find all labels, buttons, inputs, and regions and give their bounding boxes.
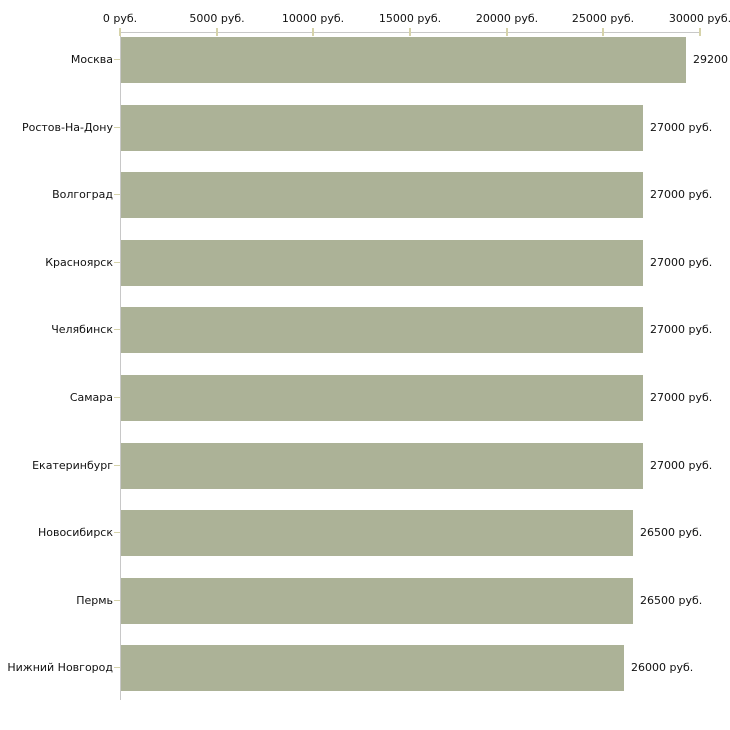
bar [121, 645, 624, 691]
x-axis-tick-mark [409, 28, 411, 36]
value-label: 27000 руб. [650, 391, 713, 404]
category-label: Самара [69, 391, 113, 404]
bar [121, 37, 686, 83]
category-tick-mark [114, 397, 120, 398]
x-axis-tick-mark [119, 28, 121, 36]
x-axis-tick-label: 10000 руб. [281, 12, 345, 25]
bar [121, 172, 643, 218]
category-label: Екатеринбург [32, 459, 113, 472]
x-axis-tick-mark [699, 28, 701, 36]
y-axis-line [120, 32, 121, 700]
category-tick-mark [114, 262, 120, 263]
x-axis-tick-mark [602, 28, 604, 36]
category-tick-mark [114, 194, 120, 195]
category-label: Волгоград [52, 188, 113, 201]
value-label: 27000 руб. [650, 121, 713, 134]
category-tick-mark [114, 600, 120, 601]
x-axis-tick-label: 30000 руб. [668, 12, 730, 25]
x-axis-tick-mark [506, 28, 508, 36]
bar [121, 240, 643, 286]
category-tick-mark [114, 329, 120, 330]
x-axis-tick-label: 15000 руб. [378, 12, 442, 25]
category-label: Нижний Новгород [7, 661, 113, 674]
value-label: 27000 руб. [650, 459, 713, 472]
x-axis-tick-label: 25000 руб. [571, 12, 635, 25]
category-tick-mark [114, 532, 120, 533]
value-label: 27000 руб. [650, 256, 713, 269]
value-label: 26500 руб. [640, 526, 703, 539]
value-label: 27000 руб. [650, 188, 713, 201]
bar [121, 307, 643, 353]
bar [121, 443, 643, 489]
bar [121, 105, 643, 151]
category-label: Красноярск [45, 256, 113, 269]
x-axis-tick-label: 20000 руб. [475, 12, 539, 25]
category-label: Новосибирск [37, 526, 113, 539]
x-axis-tick-label: 0 руб. [102, 12, 138, 25]
bar [121, 375, 643, 421]
value-label: 29200 руб. [693, 53, 730, 66]
value-label: 26000 руб. [631, 661, 694, 674]
category-label: Пермь [76, 594, 113, 607]
category-tick-mark [114, 465, 120, 466]
value-label: 26500 руб. [640, 594, 703, 607]
category-tick-mark [114, 667, 120, 668]
category-label: Ростов-На-Дону [21, 121, 113, 134]
category-tick-mark [114, 127, 120, 128]
x-axis-tick-mark [216, 28, 218, 36]
bar [121, 578, 633, 624]
category-label: Москва [70, 53, 113, 66]
category-label: Челябинск [51, 323, 113, 336]
category-tick-mark [114, 59, 120, 60]
bar [121, 510, 633, 556]
value-label: 27000 руб. [650, 323, 713, 336]
x-axis-tick-label: 5000 руб. [189, 12, 245, 25]
x-axis-tick-mark [312, 28, 314, 36]
